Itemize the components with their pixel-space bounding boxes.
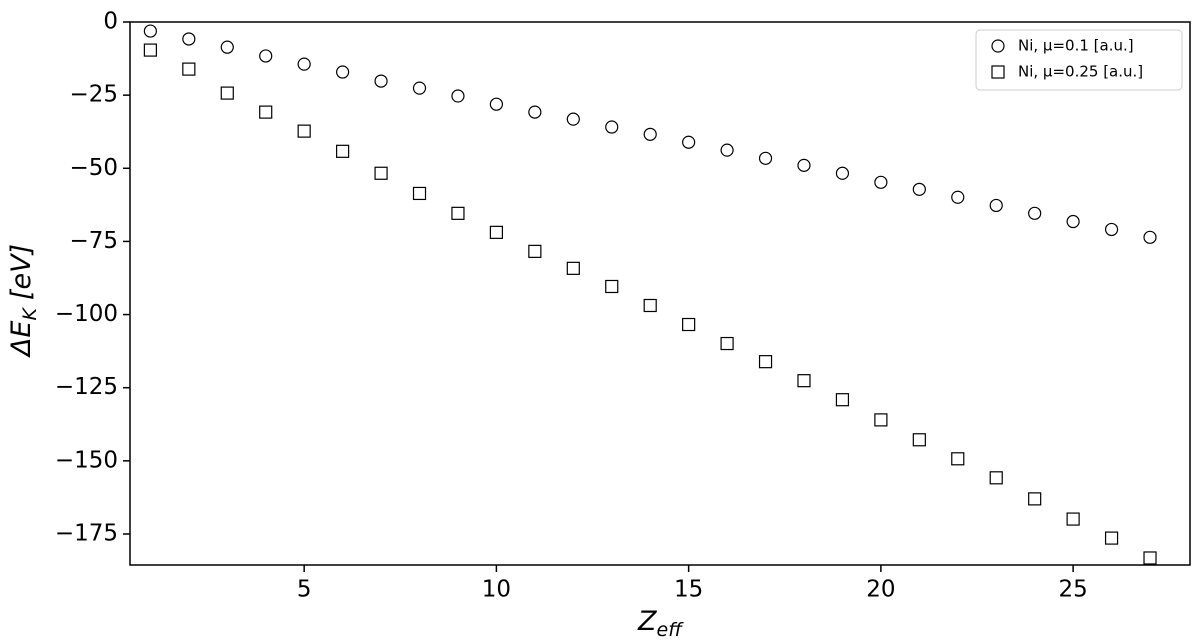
data-point	[143, 24, 157, 38]
data-point	[643, 298, 657, 313]
legend-marker	[991, 39, 1005, 53]
data-point	[220, 86, 234, 100]
data-point	[835, 166, 850, 180]
data-point	[1104, 222, 1119, 237]
data-point	[412, 186, 427, 201]
y-axis-label: ΔEK [eV]	[6, 244, 41, 358]
x-tick-label: 20	[866, 577, 895, 603]
data-point	[528, 244, 542, 258]
x-tick-label: 15	[674, 577, 703, 603]
data-point	[566, 112, 580, 126]
x-axis-label: Zeff	[637, 606, 684, 641]
x-tick-label: 10	[482, 577, 511, 603]
data-point	[1066, 512, 1080, 526]
data-point	[605, 279, 619, 294]
data-point	[1028, 206, 1042, 220]
data-point	[951, 452, 965, 466]
data-point	[758, 355, 773, 369]
y-tick-label: −25	[69, 82, 118, 108]
data-point	[1028, 492, 1042, 506]
data-point	[720, 336, 734, 351]
y-tick-label: −175	[55, 520, 118, 546]
y-label-unit: [eV]	[6, 244, 37, 300]
legend-marker	[991, 65, 1005, 79]
legend-label: Ni, μ=0.25 [a.u.]	[1018, 63, 1143, 81]
data-point	[412, 81, 427, 95]
data-point	[1066, 214, 1080, 229]
data-point	[566, 261, 580, 275]
data-point	[643, 127, 657, 141]
data-point	[336, 65, 350, 79]
data-point	[835, 393, 850, 407]
data-point	[874, 175, 888, 189]
data-point	[797, 374, 811, 388]
data-point	[797, 158, 811, 172]
data-point	[989, 471, 1003, 485]
y-tick-label: −75	[69, 228, 118, 254]
data-point	[989, 198, 1003, 213]
x-tick-label: 5	[297, 577, 312, 603]
data-point	[1143, 230, 1157, 244]
y-label-main: ΔE	[6, 321, 37, 359]
data-point	[489, 225, 504, 239]
data-point	[912, 182, 926, 196]
y-tick-label: −100	[55, 301, 118, 327]
y-tick-label: −150	[55, 447, 118, 473]
data-point	[182, 32, 196, 46]
data-point	[912, 433, 926, 447]
data-point	[297, 57, 311, 71]
data-point	[605, 120, 619, 134]
data-point	[259, 105, 273, 119]
data-point	[182, 62, 196, 76]
y-tick-label: −125	[55, 374, 118, 400]
plot-frame	[129, 21, 1191, 566]
data-point	[758, 151, 773, 165]
data-point	[682, 135, 696, 149]
data-point	[143, 43, 157, 57]
data-point	[528, 105, 542, 119]
data-point	[451, 89, 465, 103]
legend-label: Ni, μ=0.1 [a.u.]	[1018, 37, 1134, 55]
data-point	[374, 166, 388, 180]
x-tick-label: 25	[1058, 577, 1087, 603]
data-point	[220, 40, 234, 54]
data-point	[374, 74, 388, 88]
legend-box	[975, 29, 1183, 91]
data-point	[682, 317, 696, 332]
x-label-main: Z	[637, 606, 657, 637]
data-point	[297, 124, 311, 138]
data-point	[451, 206, 465, 220]
y-tick-label: −50	[69, 155, 118, 181]
y-tick-label: 0	[103, 9, 118, 35]
data-point	[1143, 551, 1157, 565]
data-point	[259, 49, 273, 63]
data-point	[1104, 531, 1119, 545]
x-label-sub: eff	[657, 619, 685, 641]
data-point	[336, 144, 350, 158]
data-point	[489, 97, 504, 111]
y-label-sub: K	[19, 307, 41, 321]
data-point	[874, 413, 888, 427]
data-point	[951, 190, 965, 204]
data-point	[720, 143, 734, 157]
